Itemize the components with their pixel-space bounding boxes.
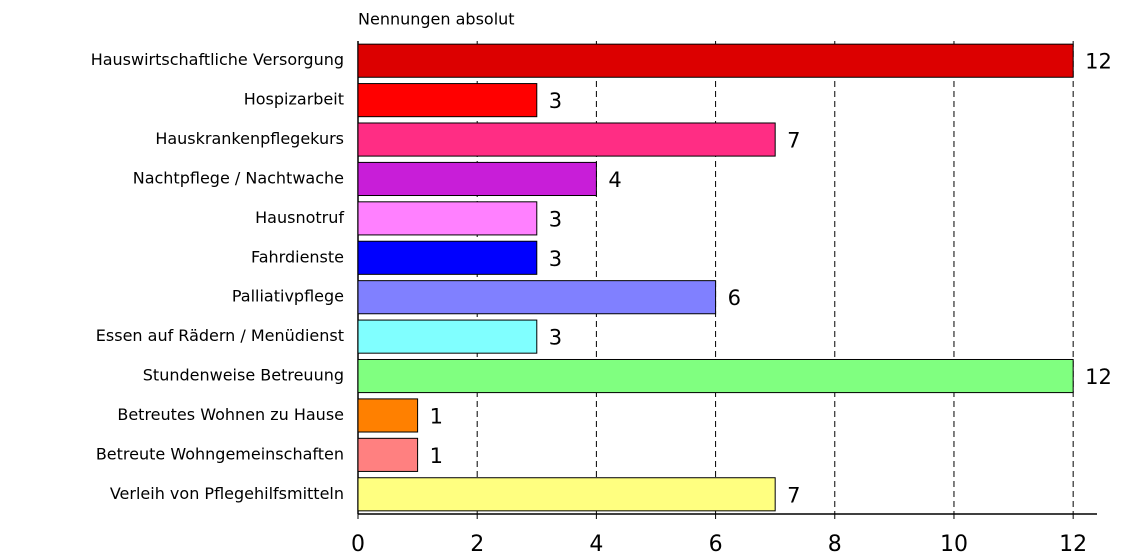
x-tick-label: 0 (351, 532, 365, 556)
bar (357, 83, 538, 118)
y-tick-label: Essen auf Rädern / Menüdienst (96, 326, 344, 345)
y-tick-label: Hauswirtschaftliche Versorgung (91, 50, 344, 69)
bar (357, 477, 776, 512)
bar (357, 161, 597, 197)
bar (357, 43, 1074, 78)
x-tick-label: 6 (709, 532, 723, 556)
value-label: 3 (549, 326, 562, 350)
x-tick-label: 8 (828, 532, 842, 556)
y-tick-label: Fahrdienste (251, 247, 344, 266)
value-label: 3 (549, 89, 562, 113)
y-tick-label: Betreute Wohngemeinschaften (96, 444, 344, 463)
bar (357, 201, 538, 236)
bar (357, 398, 419, 433)
y-tick-label: Verleih von Pflegehilfsmitteln (110, 484, 344, 503)
y-tick-label: Nachtpflege / Nachtwache (133, 168, 344, 187)
value-label: 7 (787, 483, 800, 507)
y-tick-label: Betreutes Wohnen zu Hause (117, 405, 344, 424)
bar (357, 437, 419, 472)
value-label: 12 (1085, 365, 1112, 389)
x-tick-label: 4 (589, 532, 603, 556)
bar (357, 319, 538, 354)
y-tick-label: Hausnotruf (255, 208, 344, 227)
value-label: 7 (787, 129, 800, 153)
bar (357, 240, 538, 275)
y-tick-label: Palliativpflege (232, 287, 344, 306)
y-tick-label: Hospizarbeit (244, 90, 344, 109)
chart-title: Nennungen absolut (358, 10, 515, 29)
bar (357, 358, 1074, 394)
x-tick-label: 2 (470, 532, 484, 556)
value-label: 4 (608, 168, 621, 192)
value-label: 1 (430, 444, 443, 468)
value-label: 1 (430, 404, 443, 428)
y-tick-label: Stundenweise Betreuung (143, 366, 344, 385)
x-tick-label: 10 (940, 532, 968, 556)
value-label: 6 (728, 286, 741, 310)
bar (357, 280, 717, 315)
bar (357, 122, 776, 157)
value-label: 3 (549, 247, 562, 271)
x-tick-label: 12 (1059, 532, 1087, 556)
value-label: 12 (1085, 50, 1112, 74)
value-label: 3 (549, 207, 562, 231)
y-tick-label: Hauskrankenpflegekurs (155, 129, 344, 148)
